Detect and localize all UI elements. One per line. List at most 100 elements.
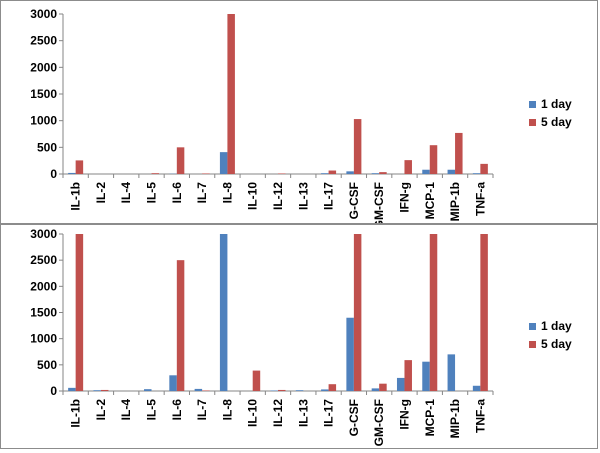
bar-day1 (346, 171, 354, 174)
bar-day5 (430, 234, 438, 391)
bar-day1 (422, 362, 430, 391)
x-tick-label: GM-CSF (372, 182, 386, 223)
x-tick-label: IFN-g (397, 182, 411, 213)
bar-day5 (430, 145, 438, 174)
y-tick-label: 1500 (30, 306, 57, 320)
bar-day5 (379, 172, 387, 174)
bar-day5 (177, 260, 185, 391)
x-tick-label: IL-1b (69, 399, 83, 428)
bar-day5 (253, 371, 260, 391)
bar-day5 (404, 160, 412, 174)
legend-swatch (529, 101, 536, 108)
bar-day1 (448, 354, 456, 391)
y-tick-label: 3000 (30, 7, 57, 21)
x-tick-label: IL-8 (220, 399, 234, 421)
bar-day5 (177, 147, 185, 174)
bar-day5 (404, 360, 412, 391)
bar-day1 (68, 388, 76, 391)
bar-day1 (144, 389, 152, 391)
bar-day5 (329, 384, 337, 391)
x-tick-label: MIP-1b (448, 182, 462, 221)
x-tick-label: TNF-a (473, 399, 487, 433)
x-tick-label: IL-13 (296, 399, 310, 427)
bar-day1 (422, 170, 430, 174)
legend-label: 5 day (541, 115, 572, 129)
bar-day1 (296, 390, 304, 391)
bar-day1 (397, 378, 405, 391)
legend-label: 1 day (541, 97, 572, 111)
x-tick-label: IL-7 (195, 399, 209, 421)
bar-day5 (76, 234, 84, 391)
x-tick-label: G-CSF (347, 182, 361, 219)
x-tick-label: IL-1b (69, 182, 83, 211)
x-tick-label: IL-10 (246, 399, 260, 427)
bar-day5 (480, 234, 488, 391)
bar-day1 (448, 170, 456, 174)
bar-day1 (321, 173, 329, 174)
bar-day5 (202, 173, 210, 174)
bar-day5 (455, 133, 463, 174)
x-tick-label: IL-8 (220, 182, 234, 204)
y-tick-label: 2000 (30, 279, 57, 293)
x-tick-label: IL-5 (145, 182, 159, 204)
y-tick-label: 500 (37, 140, 57, 154)
y-tick-label: 1000 (30, 332, 57, 346)
bar-day5 (329, 171, 337, 174)
bar-day1 (321, 389, 329, 391)
x-tick-label: G-CSF (347, 399, 361, 436)
bar-day1 (473, 386, 481, 391)
bar-day5 (354, 234, 362, 391)
x-tick-label: IL-2 (94, 399, 108, 421)
x-tick-label: TNF-a (473, 182, 487, 216)
bar-day5 (152, 173, 160, 174)
y-tick-label: 0 (50, 167, 57, 181)
x-tick-label: IL-10 (246, 182, 260, 210)
bar-day1 (220, 152, 228, 174)
x-tick-label: MCP-1 (423, 399, 437, 437)
legend-label: 1 day (541, 319, 572, 333)
x-tick-label: IL-17 (322, 182, 336, 210)
y-tick-label: 1500 (30, 87, 57, 101)
legend-swatch (529, 323, 536, 330)
bar-day1 (93, 390, 101, 391)
y-tick-label: 2000 (30, 60, 57, 74)
x-tick-label: IL-17 (322, 399, 336, 427)
x-tick-label: IL-4 (119, 182, 133, 204)
x-tick-label: IL-5 (145, 399, 159, 421)
x-tick-label: IL-7 (195, 182, 209, 204)
x-tick-label: IL-4 (119, 399, 133, 421)
y-tick-label: 1000 (30, 114, 57, 128)
bar-day5 (379, 384, 387, 391)
x-tick-label: IL-13 (296, 182, 310, 210)
bar-day1 (271, 390, 279, 391)
y-tick-label: 2500 (30, 253, 57, 267)
bar-day1 (220, 234, 228, 391)
bar-day5 (202, 390, 210, 391)
x-tick-label: IFN-g (397, 399, 411, 430)
bar-day1 (372, 173, 380, 174)
legend-swatch (529, 341, 536, 348)
y-tick-label: 500 (37, 358, 57, 372)
x-tick-label: IL-12 (271, 399, 285, 427)
x-tick-label: IL-6 (170, 399, 184, 421)
x-tick-label: IL-12 (271, 182, 285, 210)
bar-day1 (346, 318, 354, 391)
bar-day5 (278, 390, 286, 391)
y-tick-label: 2500 (30, 34, 57, 48)
x-tick-label: MCP-1 (423, 182, 437, 220)
bar-day1 (195, 389, 203, 391)
bar-day5 (101, 390, 109, 391)
bar-day5 (354, 119, 362, 174)
y-tick-label: 0 (50, 384, 57, 398)
x-tick-label: MIP-1b (448, 399, 462, 438)
bar-day1 (372, 388, 380, 391)
bar-day1 (169, 375, 177, 391)
bar-day5 (76, 160, 84, 174)
bar-day1 (68, 173, 76, 174)
bar-day5 (480, 164, 488, 174)
